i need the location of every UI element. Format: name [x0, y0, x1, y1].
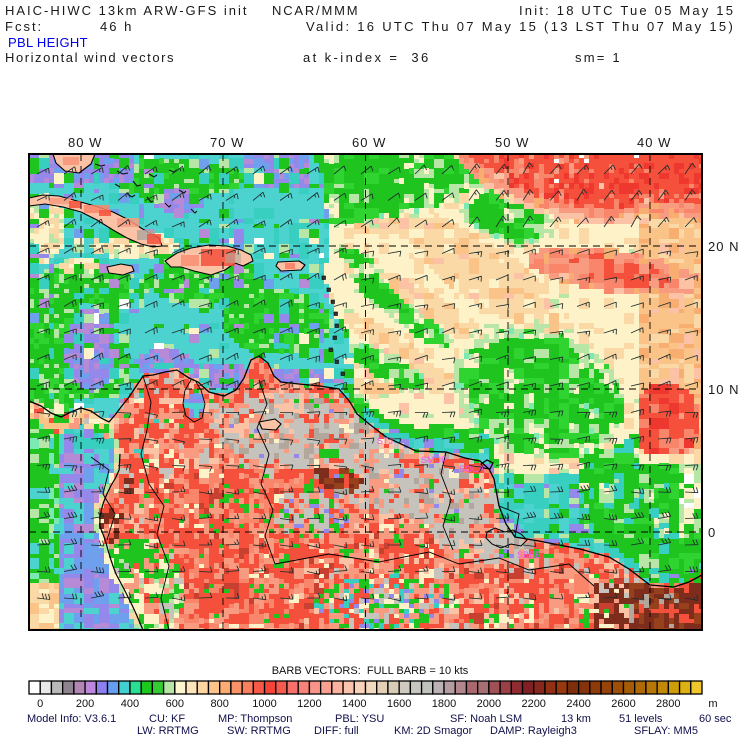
svg-text:SF: Noah LSM: SF: Noah LSM [450, 713, 522, 725]
svg-text:80 W: 80 W [68, 135, 102, 150]
svg-text:CU: KF: CU: KF [149, 713, 185, 725]
svg-text:SW: RRTMG: SW: RRTMG [227, 725, 291, 737]
svg-text:DIFF: full: DIFF: full [314, 725, 359, 737]
svg-text:DAMP: Rayleigh3: DAMP: Rayleigh3 [490, 725, 577, 737]
svg-text:2600: 2600 [611, 698, 635, 710]
svg-text:SBBE: SBBE [517, 550, 541, 560]
svg-text:51 levels: 51 levels [619, 713, 663, 725]
svg-text:70 W: 70 W [210, 135, 244, 150]
svg-text:BARB VECTORS: FULL BARB = 10: BARB VECTORS: FULL BARB = 10 kts [272, 665, 469, 677]
svg-text:60 sec: 60 sec [699, 713, 732, 725]
svg-text:800: 800 [211, 698, 229, 710]
svg-text:0: 0 [37, 698, 43, 710]
svg-text:Model Info: V3.6.1: Model Info: V3.6.1 [27, 713, 116, 725]
svg-text:LW: RRTMG: LW: RRTMG [137, 725, 199, 737]
svg-text:2000: 2000 [477, 698, 501, 710]
svg-text:2800: 2800 [656, 698, 680, 710]
svg-text:2200: 2200 [521, 698, 545, 710]
svg-text:2400: 2400 [566, 698, 590, 710]
svg-text:STJ: STJ [377, 436, 393, 446]
svg-text:50 W: 50 W [495, 135, 529, 150]
svg-text:1800: 1800 [432, 698, 456, 710]
svg-text:MP: Thompson: MP: Thompson [218, 713, 292, 725]
svg-text:1400: 1400 [342, 698, 366, 710]
svg-text:0: 0 [708, 525, 716, 540]
svg-text:20 N: 20 N [708, 239, 739, 254]
svg-text:600: 600 [166, 698, 184, 710]
svg-text:400: 400 [121, 698, 139, 710]
svg-text:1200: 1200 [297, 698, 321, 710]
svg-text:1600: 1600 [387, 698, 411, 710]
svg-text:1000: 1000 [252, 698, 276, 710]
svg-text:SOCA: SOCA [459, 464, 485, 474]
svg-text:KM: 2D Smagor: KM: 2D Smagor [394, 725, 473, 737]
svg-text:40 W: 40 W [637, 135, 671, 150]
svg-text:10 N: 10 N [708, 382, 739, 397]
svg-text:13 km: 13 km [561, 713, 591, 725]
svg-text:m: m [708, 698, 717, 710]
svg-text:60 W: 60 W [352, 135, 386, 150]
svg-text:SMUP: SMUP [421, 455, 447, 465]
svg-text:PBL: YSU: PBL: YSU [335, 713, 384, 725]
svg-text:SFLAY: MM5: SFLAY: MM5 [634, 725, 698, 737]
svg-text:200: 200 [76, 698, 94, 710]
